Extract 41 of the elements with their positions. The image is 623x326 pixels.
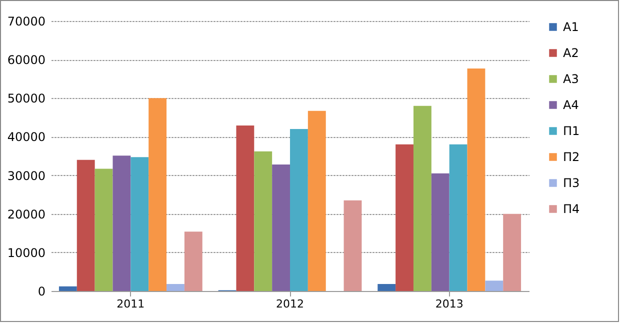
bar [290, 129, 308, 291]
legend-label: А1 [563, 20, 579, 34]
x-tick-label: 2011 [116, 298, 145, 310]
bar [166, 284, 184, 291]
x-tick-label: 2013 [435, 298, 464, 310]
bar [485, 280, 504, 291]
bar [236, 126, 254, 291]
bar [344, 200, 362, 291]
legend-label: П1 [563, 124, 580, 138]
y-tick-label: 40000 [7, 130, 46, 144]
x-tick-label: 2012 [276, 298, 304, 310]
legend-label: П4 [563, 202, 580, 216]
bar [130, 157, 149, 291]
bar [76, 160, 95, 291]
legend-label: А2 [563, 46, 579, 60]
bar [184, 232, 202, 291]
bar [112, 156, 131, 291]
legend-label: А3 [563, 72, 579, 86]
bar [272, 164, 290, 291]
y-tick-label: 30000 [7, 168, 46, 183]
y-tick-label: 70000 [7, 14, 46, 28]
bar [503, 214, 522, 291]
bar [413, 106, 432, 291]
bar [431, 173, 450, 291]
legend-label: П2 [563, 150, 580, 164]
y-tick-label: 20000 [7, 207, 46, 222]
legend-label: П3 [563, 176, 580, 190]
bar [467, 68, 486, 291]
y-tick-label: 60000 [7, 53, 46, 68]
y-tick-label: 10000 [7, 246, 46, 260]
bar [58, 286, 77, 291]
bar [378, 284, 396, 291]
bar [254, 151, 272, 291]
bar [94, 168, 113, 291]
bar [308, 110, 326, 291]
legend-label: А4 [563, 98, 579, 112]
y-tick-label: 0 [38, 284, 46, 298]
bar [148, 98, 167, 291]
bar [449, 144, 468, 291]
bar [396, 144, 414, 291]
y-tick-label: 50000 [7, 92, 46, 106]
